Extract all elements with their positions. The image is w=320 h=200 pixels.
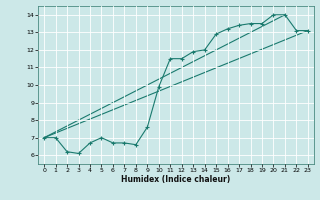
X-axis label: Humidex (Indice chaleur): Humidex (Indice chaleur) [121,175,231,184]
